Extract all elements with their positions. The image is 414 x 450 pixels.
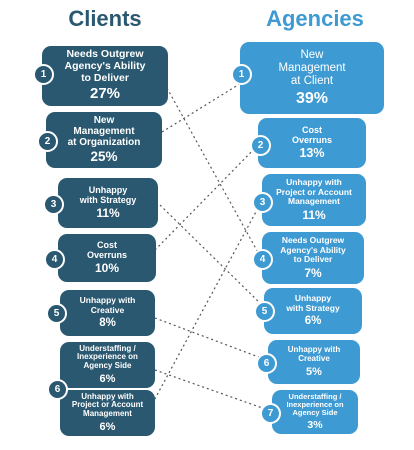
client-reason-label: Unhappy with Creative (79, 295, 136, 315)
client-reason-3: Unhappy with Strategy 11% (58, 178, 158, 228)
agency-reason-2: Cost Overruns 13% (258, 118, 366, 168)
agency-reason-percent: 39% (295, 89, 329, 107)
client-rank-badge: 2 (37, 131, 58, 152)
agency-reason-label: Understaffing / Inexperience on Agency S… (286, 391, 344, 418)
agency-rank-badge: 6 (256, 353, 277, 374)
client-reason-5: Unhappy with Creative 8% (60, 290, 155, 336)
client-reason-label: Understaffing / Inexperience on Agency S… (77, 343, 138, 371)
connector-creative (154, 317, 265, 360)
client-reason-percent: 10% (94, 261, 120, 276)
client-reason-2: New Management at Organization 25% (46, 112, 162, 168)
agency-reason-label: Unhappy with Project or Account Manageme… (276, 177, 352, 207)
client-reason-percent: 11% (96, 206, 120, 221)
agency-reason-label: Cost Overruns (291, 125, 333, 146)
client-reason-percent: 27% (89, 85, 121, 103)
agency-reason-label: New Management at Client (278, 48, 346, 87)
agency-reason-1: New Management at Client 39% (240, 42, 384, 114)
client-reason-label: Unhappy with Project or Account Manageme… (71, 391, 144, 419)
client-rank-badge: 1 (33, 64, 54, 85)
agency-reason-4: Needs Outgrew Agency's Ability to Delive… (262, 232, 364, 284)
agency-rank-badge: 5 (254, 301, 275, 322)
agency-reason-5: Unhappy with Strategy 6% (264, 288, 362, 334)
connector-understaffing (154, 369, 269, 411)
client-reason-7: Unhappy with Project or Account Manageme… (60, 390, 155, 436)
client-rank-badge: 5 (46, 303, 67, 324)
connector-cost-overruns (154, 140, 263, 251)
client-reason-label: Needs Outgrew Agency's Ability to Delive… (64, 48, 146, 84)
connector-project-management (149, 196, 265, 409)
agency-reason-percent: 3% (307, 418, 323, 431)
client-rank-badge: 6 (47, 379, 68, 400)
connector-new-management (161, 79, 247, 133)
client-rank-badge: 3 (43, 194, 64, 215)
agency-reason-label: Needs Outgrew Agency's Ability to Delive… (280, 235, 346, 265)
agency-reason-percent: 11% (302, 207, 326, 222)
agency-reason-percent: 7% (304, 265, 322, 280)
agency-rank-badge: 7 (260, 403, 281, 424)
client-reason-percent: 8% (99, 317, 116, 330)
agency-reason-label: Unhappy with Creative (287, 345, 341, 363)
client-reason-1: Needs Outgrew Agency's Ability to Delive… (42, 46, 168, 106)
agency-rank-badge: 3 (252, 192, 273, 213)
client-reason-percent: 6% (99, 373, 116, 386)
agencies-column-title: Agencies (266, 6, 364, 31)
client-reason-percent: 25% (90, 149, 118, 165)
agency-reason-7: Understaffing / Inexperience on Agency S… (272, 390, 358, 434)
client-reason-label: Unhappy with Strategy (79, 185, 137, 206)
client-reason-4: Cost Overruns 10% (58, 234, 156, 282)
agency-reason-3: Unhappy with Project or Account Manageme… (262, 174, 366, 226)
agency-reason-percent: 5% (306, 365, 322, 378)
agency-rank-badge: 4 (252, 249, 273, 270)
client-rank-badge: 4 (44, 249, 65, 270)
agency-reason-percent: 6% (304, 315, 322, 328)
clients-column-title: Clients (68, 6, 142, 31)
client-reason-6: Understaffing / Inexperience on Agency S… (60, 342, 155, 388)
client-reason-label: Cost Overruns (86, 240, 128, 261)
client-reason-label: New Management at Organization (67, 114, 141, 149)
connector-strategy (159, 204, 263, 306)
agency-rank-badge: 2 (250, 135, 271, 156)
agency-reason-6: Unhappy with Creative 5% (268, 340, 360, 384)
agency-rank-badge: 1 (231, 64, 252, 85)
agency-reason-percent: 13% (299, 146, 325, 161)
client-reason-percent: 6% (99, 421, 116, 434)
agency-reason-label: Unhappy with Strategy (286, 293, 340, 313)
